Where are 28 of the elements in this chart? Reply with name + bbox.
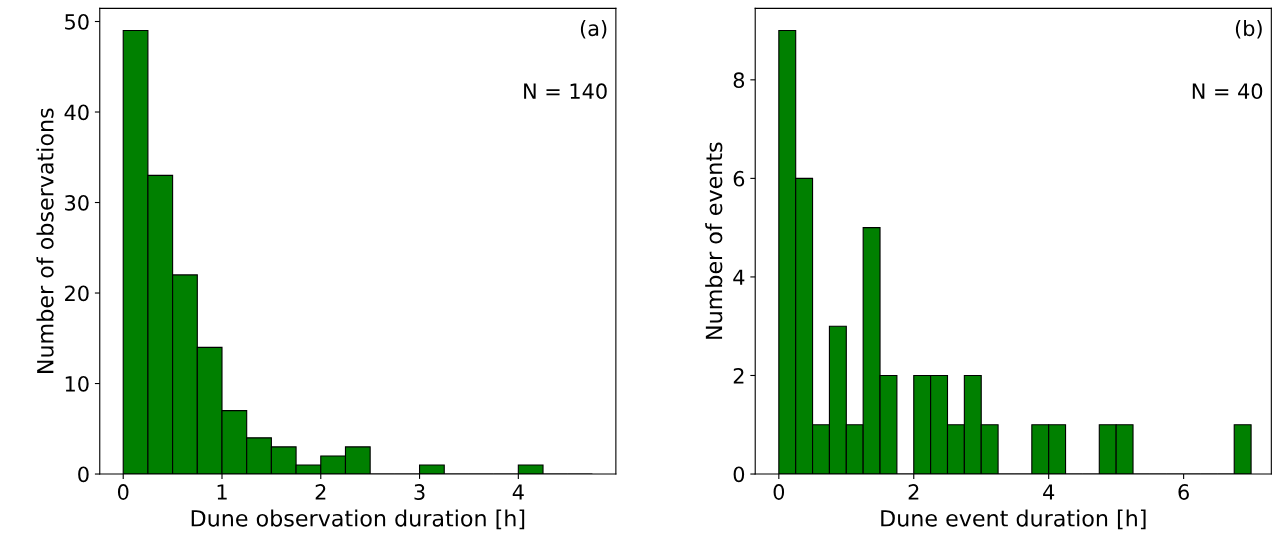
annotation: N = 140 xyxy=(524,83,607,100)
y-axis-title: Number of events xyxy=(705,142,723,339)
x-tick-label: 3 xyxy=(414,484,425,500)
x-tick-label: 0 xyxy=(773,484,785,500)
y-tick-label: 20 xyxy=(65,285,89,302)
y-tick-label: 10 xyxy=(65,375,89,392)
y-tick-label: 6 xyxy=(733,170,745,187)
annotation: N = 40 xyxy=(1192,83,1263,100)
x-tick-label: 0 xyxy=(117,484,129,500)
annotation: (a) xyxy=(580,20,607,39)
y-tick-label: 30 xyxy=(65,194,89,211)
y-tick-label: 50 xyxy=(65,13,89,30)
x-tick-label: 2 xyxy=(908,484,919,500)
x-tick-label: 2 xyxy=(315,484,326,500)
x-axis-title: Dune event duration [h] xyxy=(881,509,1146,530)
y-tick-label: 0 xyxy=(78,466,89,483)
x-tick-label: 6 xyxy=(1178,484,1189,500)
y-axis-title: Number of observations xyxy=(36,108,54,373)
annotation: (b) xyxy=(1235,20,1262,39)
y-tick-label: 8 xyxy=(733,72,745,89)
y-tick-label: 4 xyxy=(733,269,745,285)
x-tick-label: 4 xyxy=(1043,484,1055,500)
y-tick-label: 0 xyxy=(733,466,745,483)
x-tick-label: 1 xyxy=(217,484,227,500)
y-tick-label: 2 xyxy=(733,367,744,384)
y-tick-label: 40 xyxy=(64,104,89,121)
x-tick-label: 4 xyxy=(512,484,524,500)
x-axis-title: Dune observation duration [h] xyxy=(191,509,525,530)
